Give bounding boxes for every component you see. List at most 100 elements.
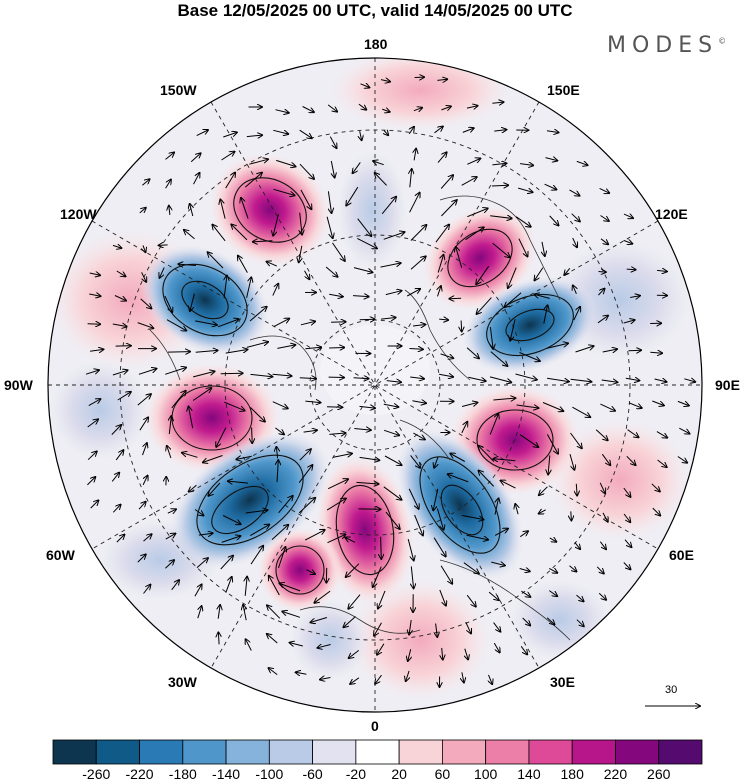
wind-vector-arrow	[225, 350, 248, 354]
wind-vector-arrow	[360, 84, 370, 88]
wind-vector-arrow	[501, 481, 516, 489]
lon-label-60w: 60W	[46, 547, 75, 563]
wind-vector-arrow	[623, 487, 631, 497]
wind-vector-arrow	[549, 215, 559, 226]
wind-vector-arrow	[300, 189, 312, 209]
wind-vector-arrow	[357, 237, 377, 248]
wind-vector-arrow	[246, 342, 268, 348]
wind-vector-arrow	[228, 481, 249, 483]
wind-vector-arrow	[218, 632, 219, 645]
wind-vector-arrow	[494, 498, 499, 515]
wind-vector-arrow	[656, 431, 667, 438]
wind-vector-arrow	[329, 433, 345, 434]
colorbar-tick: 180	[560, 766, 584, 782]
wind-vector-arrow	[569, 565, 577, 572]
wind-vector-arrow	[208, 252, 224, 269]
wind-vector-arrow	[542, 241, 545, 256]
map-title: Base 12/05/2025 00 UTC, valid 14/05/2025…	[177, 1, 573, 20]
wind-vector-arrow	[414, 514, 423, 535]
wind-vector-arrow	[89, 294, 100, 296]
wind-vector-arrow	[333, 454, 352, 458]
wind-vector-arrow	[326, 499, 346, 511]
wind-vector-arrow	[164, 295, 172, 312]
wind-vector-arrow	[491, 185, 508, 186]
wind-vector-arrow	[575, 346, 594, 353]
colorbar-swatch	[312, 739, 357, 765]
wind-vector-arrow	[599, 187, 610, 193]
wind-vector-arrow	[212, 225, 226, 242]
wind-vector-arrow	[461, 177, 477, 186]
wind-vector-arrow	[87, 452, 97, 461]
wind-vector-arrow	[412, 401, 426, 403]
wind-vector-arrow	[623, 214, 633, 218]
wind-vector-arrow	[299, 378, 316, 379]
wind-vector-arrow	[296, 672, 307, 674]
wind-vector-arrow	[439, 319, 448, 320]
wind-vector-arrow	[360, 131, 362, 140]
wind-vector-arrow	[412, 325, 425, 327]
wind-vector-arrow	[626, 269, 636, 270]
wind-vector-arrow	[165, 368, 186, 375]
wind-vector-arrow	[320, 678, 331, 680]
wind-vector-arrow	[384, 130, 388, 135]
wind-vector-arrow	[306, 570, 315, 574]
wind-vector-arrow	[549, 590, 557, 597]
wind-vector-arrow	[602, 349, 617, 352]
wind-vector-arrow	[628, 402, 642, 408]
wind-vector-arrow	[505, 292, 522, 307]
wind-vector-arrow	[267, 605, 281, 619]
wind-vector-arrow	[195, 350, 218, 352]
wind-vector-arrow	[651, 483, 660, 492]
wind-vector-arrow	[490, 351, 508, 366]
wind-vector-arrow	[87, 324, 101, 325]
wind-vector-arrow	[549, 568, 557, 572]
wind-vector-arrow	[490, 326, 493, 349]
colorbar-tick: 100	[473, 766, 498, 782]
wind-vector-arrow	[657, 459, 667, 467]
wind-vector-arrow	[380, 263, 401, 268]
wind-vector-arrow	[596, 566, 604, 574]
wind-vector-arrow	[276, 159, 295, 166]
wind-vector-arrow	[545, 158, 558, 161]
wind-vector-arrow	[374, 622, 382, 636]
wind-vector-arrow	[488, 591, 499, 600]
anomaly-negative	[337, 150, 407, 270]
wind-vector-arrow	[250, 525, 269, 537]
wind-vector-arrow	[549, 538, 557, 542]
lon-label-150w: 150W	[160, 82, 197, 98]
wind-vector-arrow	[626, 455, 636, 465]
wind-vector-arrow	[652, 400, 664, 406]
wind-vector-arrow	[413, 432, 424, 439]
wind-vector-arrow	[182, 453, 198, 458]
wind-vector-arrow	[654, 379, 667, 382]
wind-vector-arrow	[489, 674, 493, 684]
wind-vector-arrow	[490, 216, 512, 219]
wind-vector-arrow	[142, 476, 148, 486]
wind-vector-arrow	[410, 169, 412, 188]
wind-vector-arrow	[410, 455, 421, 467]
wind-vector-arrow	[193, 173, 200, 185]
wind-vector-arrow	[380, 80, 390, 82]
wind-vector-arrow	[220, 200, 226, 219]
wind-vector-arrow	[539, 486, 548, 495]
anomaly-positive	[209, 153, 331, 267]
wind-vector-arrow	[116, 535, 125, 543]
colorbar-tick: -100	[255, 766, 284, 782]
colorbar-swatch	[441, 739, 487, 765]
wind-vector-arrow	[203, 455, 223, 463]
colorbar-tick: 20	[391, 766, 407, 782]
wind-vector-arrow	[520, 531, 528, 538]
wind-vector-arrow	[329, 348, 344, 349]
wind-vector-arrow	[601, 453, 610, 465]
wind-vector-arrow	[492, 102, 503, 103]
wind-vector-arrow	[304, 530, 325, 541]
wind-vector-arrow	[437, 255, 443, 273]
colorbar-tick: 140	[517, 766, 541, 782]
wind-vector-arrow	[271, 525, 288, 540]
wind-vector-arrow	[359, 457, 380, 460]
wind-vector-arrow	[573, 307, 580, 321]
wind-vector-arrow	[231, 225, 248, 241]
wind-vector-arrow	[220, 556, 233, 570]
wind-vector-arrow	[189, 484, 197, 491]
wind-vector-arrow	[245, 510, 268, 513]
